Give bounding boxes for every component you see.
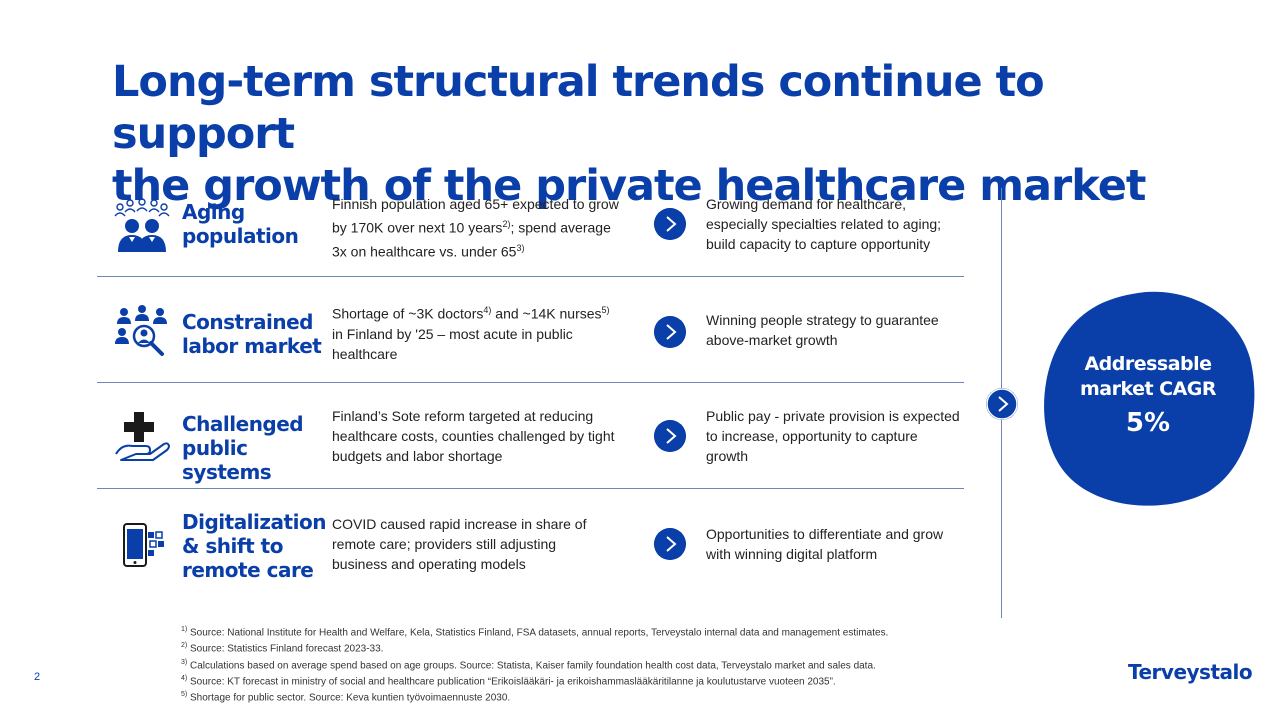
page-number: 2 bbox=[34, 671, 41, 683]
trend-impact-digital: Opportunities to differentiate and grow … bbox=[706, 526, 944, 562]
chevron-right-icon bbox=[654, 316, 686, 348]
row-divider bbox=[97, 382, 964, 383]
row-divider bbox=[97, 488, 964, 489]
chevron-right-icon bbox=[654, 420, 686, 452]
hand-cross-icon bbox=[115, 412, 170, 461]
brand-logo: Terveystalo bbox=[1128, 660, 1253, 684]
cagr-blob-shape bbox=[1044, 291, 1255, 506]
trend-label-public: Challenged public systems bbox=[182, 412, 304, 484]
trend-label-labor: Constrained labor market bbox=[182, 310, 322, 358]
footnote: 1) Source: National Institute for Health… bbox=[181, 626, 889, 639]
trend-row-aging: Aging population Finnish population aged… bbox=[96, 190, 966, 290]
cagr-value: 5% bbox=[1125, 408, 1171, 438]
trend-description-aging: Finnish population aged 65+ expected to … bbox=[332, 196, 619, 260]
mobile-digital-icon bbox=[123, 523, 164, 567]
magnifier-people-icon bbox=[115, 305, 167, 356]
cagr-label-line2: market CAGR bbox=[1079, 378, 1217, 400]
footnote: 2) Source: Statistics Finland forecast 2… bbox=[181, 642, 384, 655]
trend-label-aging: Aging population bbox=[182, 200, 299, 248]
page-title: Long-term structural trends continue to … bbox=[112, 56, 1232, 212]
trend-impact-aging: Growing demand for healthcare, especiall… bbox=[706, 196, 942, 252]
footnote: 4) Source: KT forecast in ministry of so… bbox=[181, 674, 836, 688]
trend-label-digital: Digitalization & shift to remote care bbox=[182, 510, 326, 582]
trend-description-labor: Shortage of ~3K doctors4) and ~14K nurse… bbox=[332, 305, 610, 362]
trend-impact-labor: Winning people strategy to guarantee abo… bbox=[706, 312, 939, 348]
cagr-label-line1: Addressable bbox=[1084, 353, 1212, 375]
trend-impact-public: Public pay - private provision is expect… bbox=[706, 408, 960, 464]
trend-row-labor: Constrained labor market Shortage of ~3K… bbox=[96, 298, 966, 398]
trend-row-public: Challenged public systems Finland’s Sote… bbox=[96, 404, 966, 504]
row-divider bbox=[97, 276, 964, 277]
trend-description-digital: COVID caused rapid increase in share of … bbox=[332, 516, 587, 572]
people-group-icon bbox=[114, 198, 170, 252]
footnote: 5) Shortage for public sector. Source: K… bbox=[181, 691, 511, 704]
page-title-line2: the growth of the private healthcare mar… bbox=[112, 161, 1146, 211]
chevron-right-icon bbox=[986, 388, 1018, 420]
trend-description-public: Finland’s Sote reform targeted at reduci… bbox=[332, 408, 615, 464]
chevron-right-icon bbox=[654, 208, 686, 240]
footnote: 3) Calculations based on average spend b… bbox=[181, 658, 876, 671]
cagr-callout: Addressable market CAGR 5% bbox=[1040, 352, 1256, 440]
page-title-line1: Long-term structural trends continue to … bbox=[112, 57, 1045, 159]
footnotes: 1) Source: National Institute for Health… bbox=[181, 623, 1081, 705]
chevron-right-icon bbox=[654, 528, 686, 560]
trend-row-digital: Digitalization & shift to remote care CO… bbox=[96, 510, 966, 610]
